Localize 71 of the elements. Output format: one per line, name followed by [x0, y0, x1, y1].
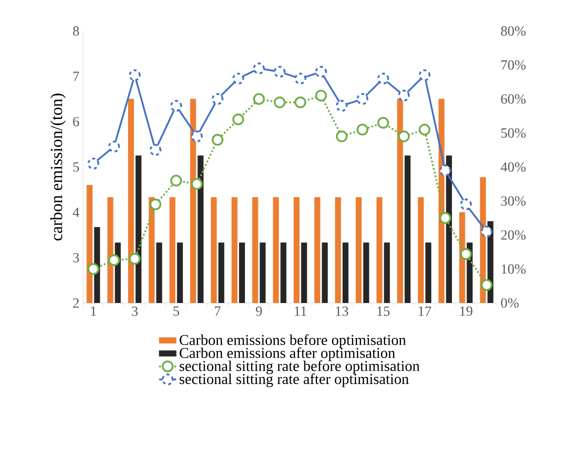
y2-tick-label: 80%: [501, 26, 526, 36]
point: [170, 100, 182, 112]
x-tick-label: 3: [132, 306, 138, 316]
point: [232, 72, 244, 84]
y2-tick-label: 50%: [501, 128, 526, 138]
y-tick-label: 3: [73, 252, 79, 262]
x-tick-label: 13: [336, 306, 348, 316]
point: [274, 66, 286, 78]
point: [108, 140, 120, 152]
point: [480, 226, 493, 238]
x-tick-label: 15: [377, 306, 390, 316]
point: [232, 114, 244, 126]
x-tick-label: 11: [294, 306, 306, 316]
legend-label: Carbon emissions after optimisation: [180, 347, 396, 362]
point: [212, 134, 224, 146]
y2-tick-label: 0%: [501, 298, 519, 308]
point: [439, 164, 452, 176]
point: [460, 198, 472, 210]
point: [418, 69, 430, 82]
point: [294, 96, 306, 108]
x-tick-label: 9: [256, 306, 262, 316]
y-tick-label: 4: [72, 208, 80, 217]
y-tick-label: 8: [73, 26, 79, 36]
point: [377, 72, 390, 84]
point: [418, 124, 430, 136]
point: [253, 62, 265, 74]
point: [212, 93, 224, 105]
point: [253, 93, 265, 105]
x-tick-label: 1: [91, 306, 96, 316]
y2-tick-label: 70%: [501, 60, 526, 70]
point: [294, 72, 306, 84]
y-axis-title: carbon emission/(ton): [50, 94, 66, 240]
y2-tick-label: 60%: [501, 94, 526, 104]
y2-tick-label: 30%: [501, 196, 526, 206]
x-tick-label: 5: [173, 306, 180, 316]
point: [377, 116, 390, 129]
legend-label: sectional sitting rate after optimisation: [180, 373, 409, 388]
point: [170, 174, 182, 186]
legend-label: Carbon emissions before optimisation: [180, 334, 406, 348]
x-tick-label: 17: [418, 306, 432, 316]
point: [190, 178, 203, 190]
point: [128, 252, 141, 265]
y-tick-label: 7: [73, 72, 80, 81]
point: [398, 130, 410, 142]
point: [336, 100, 348, 112]
x-tick-label: 7: [214, 306, 221, 316]
point: [274, 96, 286, 108]
y2-tick-label: 20%: [501, 230, 526, 240]
point: [87, 158, 100, 170]
point: [315, 66, 327, 78]
legend-label: sectional sitting rate before optimisation: [180, 360, 420, 374]
point: [356, 93, 368, 105]
point: [150, 198, 162, 210]
y-tick-label: 2: [73, 298, 79, 308]
y2-tick-label: 10%: [502, 264, 526, 274]
point: [150, 144, 162, 156]
point: [460, 248, 472, 260]
point: [315, 90, 327, 102]
point: [480, 279, 493, 291]
point: [128, 69, 141, 82]
y-tick-label: 6: [73, 116, 80, 126]
point: [439, 212, 452, 224]
point: [398, 90, 410, 102]
point: [190, 130, 203, 142]
point: [108, 254, 120, 266]
point: [87, 263, 100, 275]
x-tick-label: 19: [460, 306, 472, 316]
point: [356, 124, 368, 136]
y-tick-label: 5: [73, 162, 79, 172]
y2-tick-label: 40%: [500, 162, 526, 172]
point: [336, 130, 348, 142]
